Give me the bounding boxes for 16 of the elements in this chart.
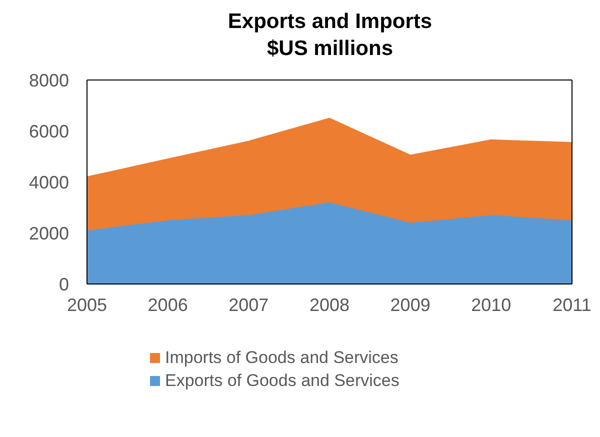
x-tick-label: 2010: [471, 294, 512, 315]
y-tick-label: 6000: [28, 121, 69, 142]
chart-title: Exports and Imports: [226, 9, 434, 35]
y-tick-label: 0: [58, 274, 69, 294]
x-tick-label: 2008: [309, 294, 350, 315]
x-tick-label: 2011: [552, 294, 592, 315]
y-tick-label: 2000: [28, 223, 69, 244]
x-tick-label: 2006: [148, 294, 188, 315]
chart-subtitle: $US millions: [266, 36, 394, 62]
legend-label: Imports of Goods and Services: [165, 347, 398, 369]
y-tick-label: 8000: [28, 70, 69, 90]
y-tick-label: 4000: [28, 172, 69, 192]
x-tick-label: 2005: [66, 294, 108, 315]
legend-label: Exports of Goods and Services: [165, 370, 400, 392]
x-tick-label: 2009: [390, 294, 430, 315]
x-tick-label: 2007: [228, 294, 269, 315]
